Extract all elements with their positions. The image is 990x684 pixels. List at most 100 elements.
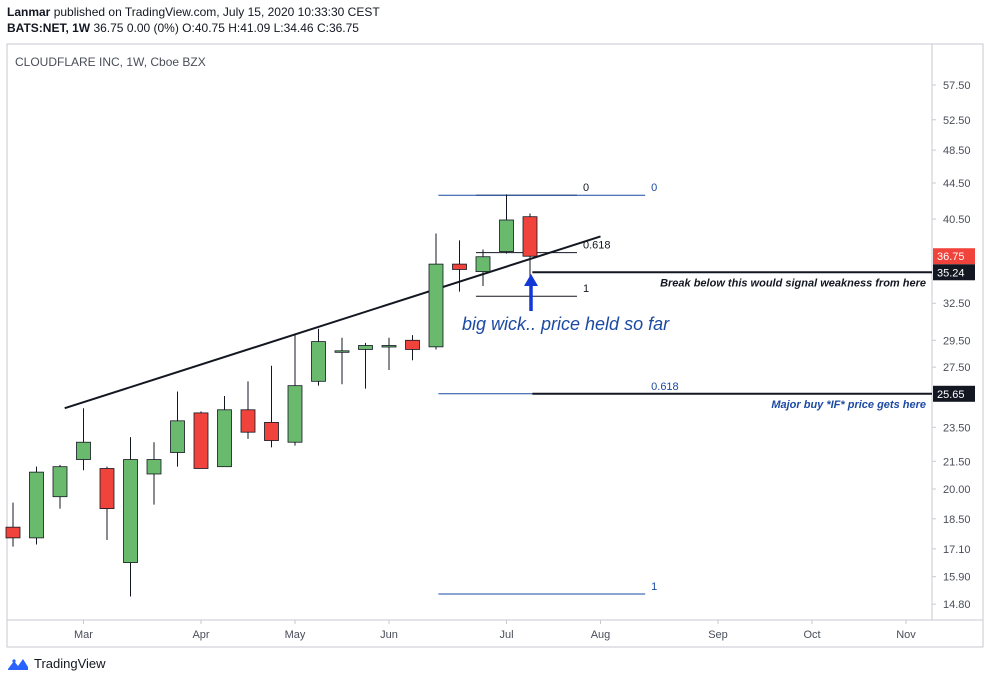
candle-body-up (76, 441, 91, 460)
time-tick-label: Jul (499, 629, 513, 641)
candle[interactable] (29, 466, 44, 545)
candle[interactable] (52, 464, 68, 509)
price-tick-label: 40.50 (943, 214, 971, 226)
candle[interactable] (287, 333, 303, 446)
candle-body-up (358, 345, 373, 350)
time-tick-label: Sep (708, 629, 728, 641)
price-tick-label: 44.50 (943, 178, 971, 190)
candle-body-up (334, 350, 350, 353)
price-tick-label: 57.50 (943, 80, 971, 92)
candle-body-up (287, 385, 303, 443)
candle-body-up (381, 345, 397, 348)
candle-body-up (311, 341, 326, 382)
candle-body-up (217, 409, 232, 468)
price-label-text: 36.75 (937, 251, 965, 263)
time-tick-label: Jun (380, 629, 398, 641)
chart-title: CLOUDFLARE INC, 1W, Cboe BZX (15, 55, 206, 69)
candle[interactable] (358, 342, 373, 389)
candle-body-down (5, 526, 21, 539)
candle-body-down (264, 422, 279, 441)
candle[interactable] (99, 466, 115, 541)
annotation-big-wick: big wick.. price held so far (462, 314, 670, 334)
price-tick-label: 48.50 (943, 145, 971, 157)
price-label-badge (933, 385, 975, 402)
brand-name[interactable]: TradingView (34, 656, 106, 671)
candle[interactable] (334, 337, 350, 385)
fib-small-level-label: 0 (583, 182, 589, 194)
support-trendline[interactable] (64, 235, 601, 410)
candle[interactable] (522, 213, 538, 281)
candle-body-down (452, 263, 467, 270)
symbol-label: BATS:NET, 1W (7, 21, 91, 35)
candle-body-down (405, 339, 420, 350)
price-tick-label: 18.50 (943, 514, 971, 526)
candle-body-up (475, 256, 491, 273)
price-label-badge (933, 248, 975, 265)
candle-body-up (52, 466, 68, 498)
price-tick-label: 29.50 (943, 335, 971, 347)
price-tick-label: 23.50 (943, 422, 971, 434)
horizontal-lines-layer (532, 271, 932, 395)
publish-line: Lanmar published on TradingView.com, Jul… (7, 4, 380, 20)
fib-small-level-label: 1 (583, 283, 589, 295)
candle[interactable] (311, 328, 326, 386)
price-tick-label: 15.90 (943, 572, 971, 584)
price-tick-label: 21.50 (943, 456, 971, 468)
annotations-layer: big wick.. price held so far Break below … (462, 274, 926, 411)
symbol-line: BATS:NET, 1W 36.75 0.00 (0%) O:40.75 H:4… (7, 20, 380, 36)
trendline-layer (64, 235, 601, 410)
candle[interactable] (217, 396, 232, 468)
time-tick-label: May (285, 629, 306, 641)
price-label-text: 35.24 (937, 267, 965, 279)
chart-frame (6, 43, 984, 648)
candle[interactable] (428, 233, 444, 350)
candle[interactable] (405, 335, 420, 361)
candle-body-up (428, 263, 444, 348)
time-tick-label: Apr (192, 629, 209, 641)
candle[interactable] (123, 437, 138, 597)
footer: TradingView (7, 656, 106, 671)
ohlc-readout: 36.75 0.00 (0%) O:40.75 H:41.09 L:34.46 … (93, 21, 359, 35)
candle[interactable] (381, 337, 397, 370)
price-axis[interactable]: 57.50 52.50 48.50 44.50 40.50 32.50 29.50 27.50… (932, 80, 975, 611)
price-tick-label: 52.50 (943, 115, 971, 127)
price-tick-label: 27.50 (943, 362, 971, 374)
price-tick-label: 20.00 (943, 484, 971, 496)
candle[interactable] (452, 240, 467, 292)
author-name[interactable]: Lanmar (7, 5, 51, 19)
candle-body-up (499, 219, 514, 252)
price-tick-label: 14.80 (943, 599, 971, 611)
candle[interactable] (264, 365, 279, 448)
tradingview-logo-icon[interactable] (7, 657, 29, 671)
candle-body-up (170, 420, 185, 453)
candle-body-down (522, 216, 538, 257)
time-tick-label: Aug (591, 629, 611, 641)
time-axis[interactable]: Mar Apr May Jun Jul Aug Sep Oct Nov (74, 620, 916, 641)
candle-body-up (29, 471, 44, 539)
fib-large-level-label: 0.618 (651, 381, 679, 393)
published-text: published on TradingView.com, July 15, 2… (53, 5, 380, 19)
price-label-text: 25.65 (937, 389, 965, 401)
fib-large-level-label: 1 (651, 581, 657, 593)
candle[interactable] (76, 408, 91, 471)
candles-layer (5, 194, 538, 597)
candle[interactable] (5, 502, 21, 547)
candle[interactable] (146, 442, 162, 505)
candle-body-down (193, 412, 209, 469)
price-tick-label: 17.10 (943, 544, 971, 556)
candle[interactable] (475, 249, 491, 286)
price-label-badge (933, 264, 975, 281)
fibonacci-layer: 0 0.618 1 0 0.618 1 (438, 182, 679, 595)
candle[interactable] (499, 194, 514, 254)
up-arrow-head (524, 274, 538, 286)
annotation-break-below: Break below this would signal weakness f… (660, 277, 926, 289)
candle[interactable] (193, 411, 209, 469)
candle[interactable] (240, 381, 256, 439)
price-tick-label: 32.50 (943, 298, 971, 310)
candle[interactable] (170, 391, 185, 467)
fib-large-level-label: 0 (651, 182, 657, 194)
annotation-major-buy: Major buy *IF* price gets here (771, 399, 926, 411)
candle-body-down (99, 468, 115, 509)
up-arrow-icon (524, 274, 538, 311)
